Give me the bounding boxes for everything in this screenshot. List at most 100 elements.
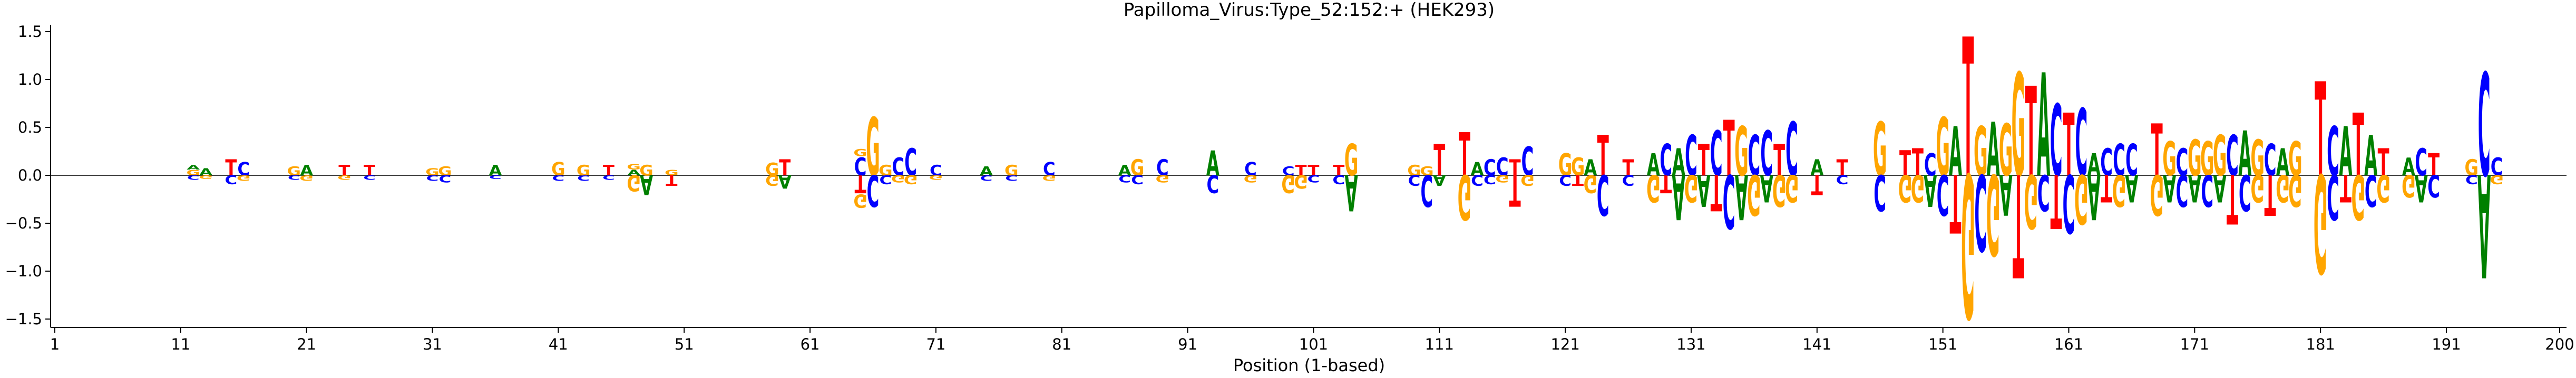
logo-letter-T: T — [1433, 135, 1445, 186]
x-tick-label: 21 — [297, 335, 316, 353]
logo-letter-G: G — [299, 174, 314, 182]
logo-letter-C: C — [1005, 174, 1018, 182]
logo-letter-glyph: G — [299, 174, 314, 182]
x-tick-label: 11 — [171, 335, 190, 353]
y-tick-label: −1.0 — [5, 262, 42, 280]
logo-letter-T: T — [2227, 158, 2238, 237]
logo-letter-glyph: G — [438, 164, 452, 178]
logo-letter-glyph: G — [929, 174, 943, 181]
logo-letter-glyph: A — [2163, 166, 2176, 210]
logo-letter-glyph: G — [2276, 166, 2290, 210]
logo-letter-glyph: G — [1156, 173, 1170, 184]
logo-letter-T: T — [2063, 96, 2074, 196]
logo-letter-T: T — [2025, 62, 2037, 205]
logo-letter-glyph: C — [980, 174, 993, 182]
logo-letter-glyph: T — [1307, 162, 1319, 179]
logo-letter-C: C — [2226, 125, 2239, 189]
logo-letter-C: C — [225, 172, 238, 186]
logo-letter-glyph: A — [1672, 141, 1685, 184]
logo-letter-C: C — [1118, 173, 1131, 184]
logo-letter-glyph: G — [1004, 162, 1019, 179]
logo-letter-glyph: C — [2100, 141, 2113, 184]
logo-letter-C: C — [2491, 153, 2503, 181]
logo-letter-C: C — [237, 158, 250, 180]
logo-letter-glyph: G — [1458, 160, 1472, 231]
logo-letter-G: G — [765, 172, 779, 188]
logo-letter-G: G — [1156, 173, 1170, 184]
logo-letter-glyph: A — [489, 162, 502, 179]
logo-letter-glyph: T — [1837, 155, 1848, 181]
logo-letter-C: C — [1496, 153, 1509, 181]
logo-letter-G: G — [891, 173, 905, 184]
logo-letter-T: T — [1572, 172, 1584, 188]
logo-letter-glyph: C — [1597, 162, 1609, 226]
logo-letter-C: C — [1710, 120, 1723, 191]
logo-letter-G: G — [1495, 173, 1509, 184]
logo-letter-glyph: T — [2378, 141, 2389, 184]
logo-letter-G: G — [1407, 162, 1421, 179]
logo-letter-glyph: T — [2340, 166, 2351, 210]
logo-letter-G: G — [1785, 166, 1799, 210]
logo-letter-A: A — [2125, 166, 2138, 210]
logo-letter-glyph: G — [1785, 166, 1799, 210]
logo-letter-glyph: A — [1433, 172, 1447, 188]
logo-letter-glyph: T — [1811, 168, 1823, 200]
logo-letter-glyph: T — [1509, 155, 1521, 181]
logo-letter-glyph: G — [2351, 160, 2366, 231]
x-tick-label: 101 — [1299, 335, 1328, 353]
logo-letter-glyph: T — [2063, 96, 2074, 196]
logo-letter-glyph: A — [1345, 163, 1358, 220]
logo-letter-glyph: G — [1495, 173, 1509, 184]
logo-letter-G: G — [2162, 132, 2177, 187]
logo-letter-C: C — [1597, 162, 1609, 226]
logo-letter-glyph: G — [1936, 101, 1950, 194]
logo-letter-glyph: C — [1559, 172, 1572, 188]
logo-letter-C: C — [2100, 141, 2113, 184]
logo-letter-glyph: A — [1584, 155, 1597, 181]
logo-letter-C: C — [1471, 172, 1484, 188]
logo-letter-C: C — [439, 173, 452, 184]
logo-letter-C: C — [1282, 164, 1295, 178]
logo-letter-G: G — [1772, 165, 1787, 215]
logo-letter-glyph: C — [892, 153, 904, 181]
logo-letter-C: C — [867, 165, 880, 215]
logo-letter-glyph: C — [489, 174, 502, 180]
logo-letter-G: G — [1294, 171, 1308, 193]
logo-letter-glyph: C — [1974, 151, 1987, 273]
logo-letter-C: C — [2075, 89, 2088, 197]
logo-letter-glyph: A — [2238, 120, 2251, 191]
logo-letter-G: G — [904, 172, 918, 186]
logo-letter-C: C — [1760, 120, 1773, 191]
x-tick-label: 121 — [1550, 335, 1579, 353]
logo-letter-G: G — [2465, 155, 2479, 181]
logo-letter-glyph: C — [1924, 147, 1937, 183]
y-tick-label: 0.5 — [18, 118, 42, 136]
logo-letter-glyph: A — [2415, 166, 2428, 210]
logo-letter-glyph: T — [2013, 141, 2024, 305]
logo-letter-glyph: C — [2478, 45, 2491, 210]
logo-letter-glyph: G — [1584, 169, 1598, 197]
logo-letter-C: C — [2113, 135, 2125, 186]
logo-letter-glyph: G — [551, 158, 565, 180]
logo-letter-A: A — [2087, 160, 2101, 231]
x-tick-label: 181 — [2306, 335, 2335, 353]
x-tick-label: 41 — [549, 335, 568, 353]
logo-letter-G: G — [2490, 172, 2504, 186]
logo-letter-glyph: A — [1810, 155, 1823, 181]
logo-letter-glyph: G — [2112, 165, 2126, 215]
logo-letter-glyph: G — [2150, 162, 2164, 226]
logo-letter-glyph: G — [2376, 166, 2390, 210]
logo-letter-glyph: G — [1420, 164, 1434, 178]
logo-letter-glyph: G — [891, 173, 905, 184]
logo-letter-T: T — [779, 155, 791, 181]
logo-letter-A: A — [1206, 144, 1219, 184]
logo-letter-C: C — [577, 174, 590, 182]
logo-letter-A: A — [489, 162, 502, 179]
logo-letter-G: G — [1004, 162, 1019, 179]
logo-letter-T: T — [225, 155, 237, 181]
logo-letter-G: G — [879, 162, 893, 179]
logo-letter-glyph: C — [854, 153, 867, 181]
logo-letter-glyph: G — [1999, 110, 2013, 193]
logo-letter-glyph: A — [1987, 107, 2000, 193]
logo-letter-T: T — [364, 162, 375, 179]
